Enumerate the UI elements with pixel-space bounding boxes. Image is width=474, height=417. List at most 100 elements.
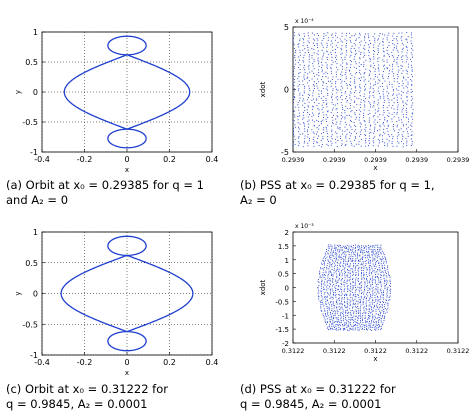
pss-point-d <box>365 304 368 306</box>
pss-point-d <box>348 318 350 321</box>
pss-point-b <box>318 102 320 105</box>
pss-point-b <box>330 70 332 72</box>
pss-point-b <box>358 65 360 68</box>
pss-point-d <box>333 255 335 257</box>
pss-point-d <box>359 248 361 250</box>
pss-point-b <box>372 49 375 52</box>
pss-point-d <box>374 250 377 252</box>
pss-point-b <box>358 62 360 64</box>
pss-point-b <box>365 98 367 100</box>
pss-point-b <box>392 43 394 45</box>
pss-point-b <box>402 92 404 94</box>
pss-point-b <box>303 128 306 130</box>
pss-point-b <box>387 134 389 136</box>
pss-point-d <box>337 319 339 321</box>
pss-point-d <box>389 282 392 285</box>
pss-point-d <box>325 251 327 253</box>
pss-point-d <box>373 269 375 271</box>
pss-point-b <box>412 109 414 111</box>
pss-point-d <box>375 288 377 290</box>
pss-point-b <box>345 69 347 71</box>
pss-point-d <box>383 318 385 320</box>
pss-point-b <box>297 119 299 121</box>
pss-point-b <box>349 135 351 137</box>
pss-point-d <box>385 262 387 264</box>
pss-point-d <box>346 326 348 329</box>
pss-point-d <box>380 275 383 277</box>
pss-point-d <box>352 271 354 273</box>
pss-point-d <box>320 295 322 297</box>
pss-point-d <box>384 307 386 310</box>
x-tick-label-d: 0.3122 <box>282 347 305 355</box>
pss-point-b <box>331 82 333 84</box>
pss-point-b <box>307 93 309 95</box>
pss-point-b <box>374 51 376 53</box>
pss-point-b <box>364 89 366 91</box>
pss-point-b <box>349 107 351 109</box>
pss-point-d <box>372 275 374 277</box>
pss-point-d <box>331 304 333 306</box>
pss-point-d <box>342 325 344 327</box>
pss-point-b <box>384 99 386 101</box>
pss-point-b <box>363 116 365 119</box>
pss-point-d <box>322 274 324 276</box>
pss-point-b <box>355 52 357 54</box>
pss-point-b <box>318 65 320 68</box>
pss-point-d <box>364 281 366 283</box>
pss-point-d <box>343 285 345 287</box>
pss-point-d <box>368 299 370 302</box>
pss-point-b <box>299 115 301 117</box>
pss-point-b <box>299 94 301 96</box>
pss-point-b <box>298 80 300 82</box>
pss-point-b <box>363 95 365 98</box>
pss-point-b <box>298 106 300 108</box>
pss-point-d <box>348 259 350 261</box>
pss-point-b <box>328 80 330 82</box>
pss-point-b <box>350 77 352 79</box>
pss-point-b <box>341 133 343 135</box>
pss-point-d <box>347 289 349 291</box>
pss-point-b <box>377 76 379 78</box>
pss-point-d <box>380 317 382 320</box>
pss-point-d <box>386 288 388 290</box>
pss-point-b <box>342 62 344 64</box>
pss-point-b <box>318 112 320 114</box>
pss-point-d <box>352 316 354 319</box>
pss-point-d <box>348 324 350 326</box>
pss-point-b <box>405 138 407 140</box>
pss-point-d <box>386 309 388 311</box>
pss-point-d <box>380 253 382 255</box>
pss-point-d <box>338 329 340 331</box>
pss-point-b <box>411 45 413 47</box>
pss-point-d <box>360 301 362 303</box>
pss-point-b <box>372 88 374 90</box>
pss-point-b <box>298 112 300 114</box>
pss-point-b <box>383 97 385 99</box>
pss-point-b <box>332 88 334 90</box>
pss-point-d <box>374 291 376 293</box>
x-tick-label-c: 0.4 <box>206 358 219 367</box>
pss-point-d <box>338 278 340 280</box>
pss-point-d <box>333 262 335 264</box>
pss-point-d <box>341 306 343 308</box>
pss-point-d <box>386 280 388 282</box>
pss-point-b <box>332 107 334 109</box>
pss-point-d <box>358 287 360 289</box>
pss-point-d <box>368 310 370 312</box>
pss-point-b <box>297 89 299 91</box>
pss-point-d <box>335 325 337 327</box>
pss-point-d <box>322 275 324 277</box>
pss-point-d <box>331 255 333 257</box>
pss-point-b <box>359 90 361 92</box>
pss-point-d <box>332 259 334 261</box>
pss-point-d <box>355 315 357 317</box>
pss-point-b <box>303 54 305 56</box>
pss-point-b <box>402 70 404 72</box>
pss-point-d <box>324 318 326 320</box>
pss-point-d <box>365 305 367 307</box>
pss-point-b <box>358 119 360 121</box>
pss-point-b <box>391 141 393 143</box>
pss-point-b <box>377 111 379 113</box>
pss-point-b <box>393 78 395 80</box>
pss-point-b <box>354 50 357 52</box>
